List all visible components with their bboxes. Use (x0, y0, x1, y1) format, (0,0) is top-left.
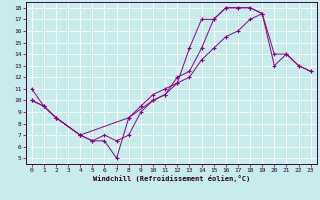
X-axis label: Windchill (Refroidissement éolien,°C): Windchill (Refroidissement éolien,°C) (92, 175, 250, 182)
